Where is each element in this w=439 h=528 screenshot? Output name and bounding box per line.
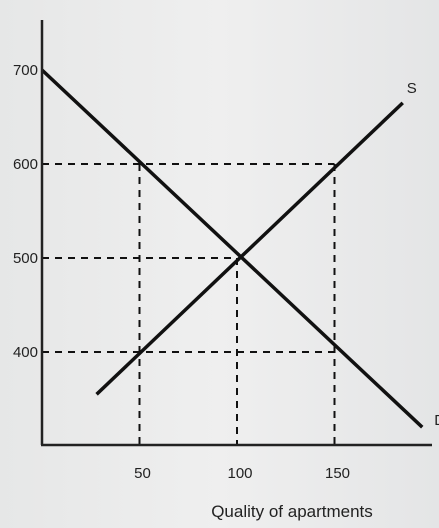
x-tick-label: 50 [134, 465, 151, 482]
x-ticks: 50 100 150 [134, 465, 350, 482]
y-tick-label: 400 [13, 344, 38, 361]
supply-curve [95, 101, 404, 396]
x-axis-title: Quality of apartments [211, 502, 373, 521]
demand-curve-label: D [434, 412, 439, 429]
supply-curve-label: S [407, 80, 417, 97]
x-tick-label: 100 [227, 465, 252, 482]
y-tick-label: 700 [13, 62, 38, 79]
y-tick-label: 500 [13, 250, 38, 267]
y-tick-label: 600 [13, 156, 38, 173]
reference-dashed-lines [42, 163, 336, 445]
curves [40, 68, 424, 429]
y-ticks: 400 500 600 700 [13, 62, 38, 361]
demand-curve [40, 68, 424, 429]
x-tick-label: 150 [325, 465, 350, 482]
